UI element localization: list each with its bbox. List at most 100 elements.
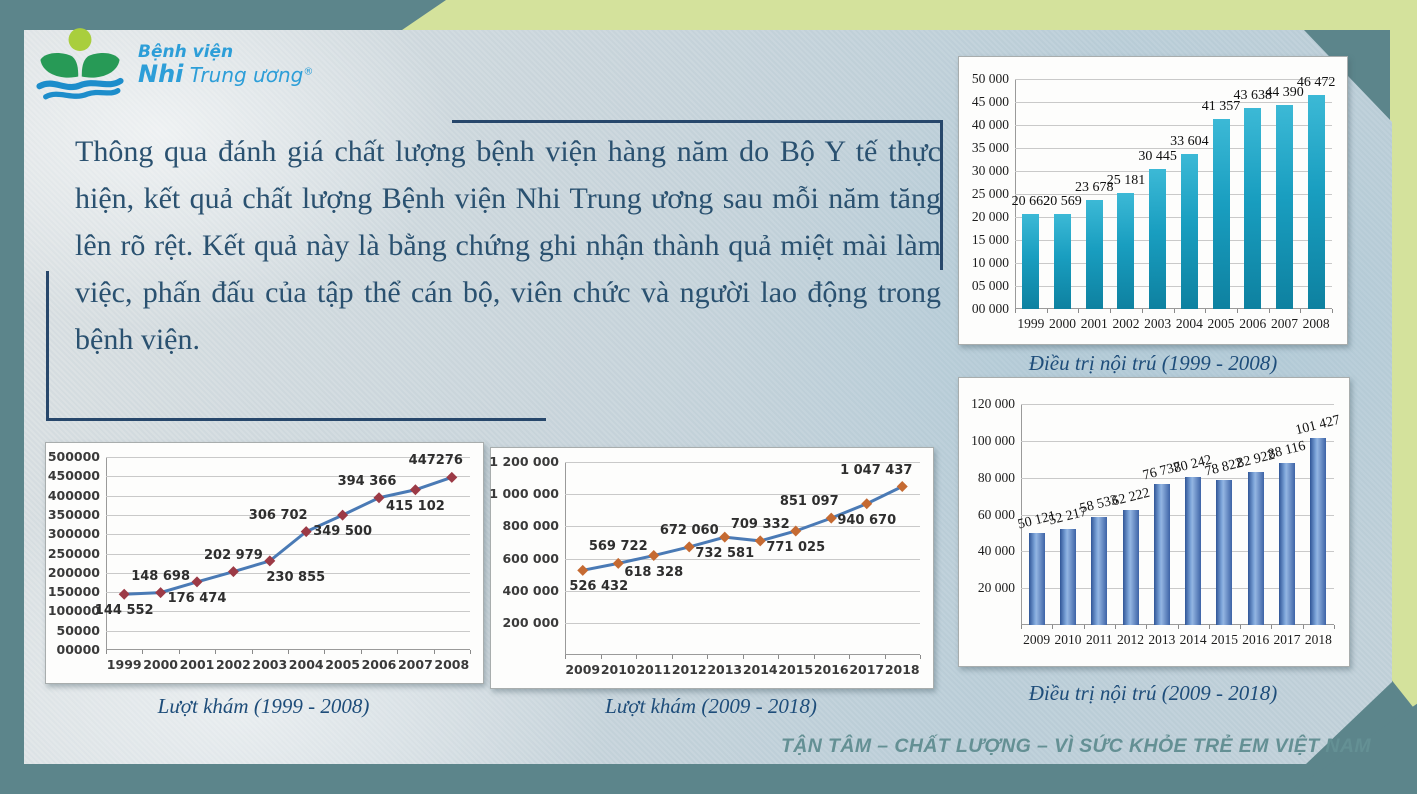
bar-value-label: 30 445 bbox=[1138, 148, 1177, 164]
point-value-label: 447276 bbox=[408, 453, 463, 469]
axis-tickmark bbox=[1271, 625, 1273, 629]
point-value-label: 349 500 bbox=[313, 524, 372, 540]
axis-tickmark bbox=[600, 655, 602, 659]
point-value-label: 176 474 bbox=[167, 590, 227, 606]
axis-tickmark bbox=[215, 650, 217, 654]
x-axis-tick-label: 2005 bbox=[325, 657, 360, 672]
accent-line-right bbox=[940, 120, 943, 270]
logo-wave2-icon bbox=[43, 87, 121, 100]
axis-tickmark bbox=[1302, 625, 1304, 629]
trend-line-layer bbox=[577, 481, 908, 576]
x-axis-tick-label: 2006 bbox=[1239, 316, 1267, 331]
axis-tickmark bbox=[671, 655, 673, 659]
axis-tickmark bbox=[565, 655, 566, 659]
axis-tickmark bbox=[251, 650, 253, 654]
gridline bbox=[1015, 240, 1332, 241]
x-axis-tick-label: 2004 bbox=[1175, 316, 1203, 331]
bar-2007 bbox=[1275, 104, 1293, 309]
data-point-marker bbox=[861, 498, 873, 510]
axis-tickmark bbox=[1052, 625, 1054, 629]
hospital-logo: Bệnh viện Nhi Trung ương® bbox=[36, 26, 313, 106]
y-axis-tick-label: 100000 bbox=[47, 603, 100, 619]
bar-value-label: 33 604 bbox=[1170, 134, 1209, 150]
data-point-marker bbox=[264, 555, 276, 567]
data-point-marker bbox=[118, 588, 130, 600]
axis-tickmark bbox=[778, 655, 779, 659]
data-point-marker bbox=[155, 587, 167, 599]
x-axis-tick-label: 2013 bbox=[1148, 632, 1176, 647]
axis-tickmark bbox=[178, 650, 180, 654]
bar-2009 bbox=[1028, 532, 1045, 625]
y-axis-tick-label: 350000 bbox=[47, 506, 100, 522]
y-axis-tick-label: 450000 bbox=[47, 468, 100, 484]
axis-tickmark bbox=[1236, 309, 1238, 313]
axis-tickmark bbox=[360, 650, 362, 654]
x-axis-tick-label: 2012 bbox=[1117, 632, 1145, 647]
axis-tickmark bbox=[1177, 625, 1179, 629]
chart-caption-dieu-tri-1999-2008: Điều trị nội trú (1999 - 2008) bbox=[1028, 351, 1278, 375]
y-axis-tick-label: 40 000 bbox=[977, 543, 1015, 559]
gridline bbox=[1015, 217, 1332, 218]
axis-tickmark bbox=[324, 650, 326, 654]
x-axis-tick-label: 2013 bbox=[707, 662, 743, 677]
y-axis-tick-label: 20 000 bbox=[971, 209, 1009, 224]
logo-text-line1: Bệnh viện bbox=[138, 42, 234, 63]
bar-2000 bbox=[1054, 214, 1072, 309]
data-point-marker bbox=[790, 525, 802, 537]
y-axis-tick-label: 00 000 bbox=[971, 301, 1009, 316]
bar-value-label: 44 390 bbox=[1265, 84, 1304, 100]
point-value-label: 851 097 bbox=[779, 494, 839, 510]
x-axis-tick-label: 2001 bbox=[179, 657, 215, 672]
x-axis-tick-label: 2000 bbox=[1049, 316, 1077, 331]
axis-tickmark bbox=[1046, 309, 1048, 313]
logo-leaf-right-icon bbox=[81, 52, 120, 78]
accent-line-left bbox=[46, 271, 49, 421]
axis-tickmark bbox=[707, 655, 708, 659]
point-value-label: 709 332 bbox=[730, 516, 790, 532]
point-value-label: 940 670 bbox=[837, 512, 897, 528]
y-axis-tick-label: 100 000 bbox=[971, 432, 1015, 448]
x-axis-tick-label: 2000 bbox=[143, 657, 178, 672]
point-value-label: 526 432 bbox=[569, 579, 629, 595]
axis-tickmark bbox=[142, 650, 144, 654]
axis-tickmark bbox=[1015, 309, 1016, 313]
point-value-label: 202 979 bbox=[203, 547, 263, 563]
y-axis-tick-label: 1 000 000 bbox=[489, 486, 559, 502]
bar-2012 bbox=[1122, 510, 1139, 625]
axis-tickmark bbox=[742, 655, 744, 659]
x-axis-tick-label: 1999 bbox=[106, 657, 142, 672]
x-axis-tick-label: 2008 bbox=[434, 657, 470, 672]
x-axis-tick-label: 2006 bbox=[361, 657, 397, 672]
gridline bbox=[1021, 551, 1334, 553]
bar-2013 bbox=[1153, 483, 1170, 625]
axis-tickmark bbox=[288, 650, 289, 654]
y-axis-tick-label: 30 000 bbox=[971, 163, 1009, 178]
logo-bud-icon bbox=[68, 28, 92, 52]
axis-tickmark bbox=[1146, 625, 1148, 629]
y-axis-tick-label: 300000 bbox=[47, 526, 100, 542]
axis-tickmark bbox=[433, 650, 435, 654]
point-value-label: 618 328 bbox=[624, 564, 684, 580]
y-axis-tick-label: 80 000 bbox=[977, 469, 1015, 485]
axis-tickmark bbox=[1078, 309, 1080, 313]
point-value-label: 148 698 bbox=[131, 568, 190, 584]
axis-tickmark bbox=[920, 655, 921, 659]
axis-tickmark bbox=[1334, 625, 1335, 629]
y-axis-tick-label: 400 000 bbox=[502, 582, 559, 598]
axis-tickmark bbox=[813, 655, 815, 659]
gridline bbox=[106, 476, 470, 478]
gridline bbox=[1021, 440, 1334, 442]
gridline bbox=[1015, 286, 1332, 287]
accent-band-top bbox=[402, 0, 1417, 30]
y-axis-tick-label: 25 000 bbox=[971, 186, 1009, 201]
x-axis-tick-label: 2003 bbox=[1144, 316, 1172, 331]
logo-text-line2: Nhi Trung ương® bbox=[138, 62, 313, 87]
gridline bbox=[1015, 79, 1332, 80]
data-point-marker bbox=[754, 535, 766, 547]
y-axis-tick-label: 150000 bbox=[47, 584, 100, 600]
y-axis-tick-label: 250000 bbox=[47, 545, 100, 561]
x-axis-tick-label: 2002 bbox=[215, 657, 251, 672]
logo-name-rest: Trung ương bbox=[183, 63, 304, 88]
x-axis-tick-label: 2015 bbox=[778, 662, 814, 677]
data-point-marker bbox=[825, 512, 837, 524]
